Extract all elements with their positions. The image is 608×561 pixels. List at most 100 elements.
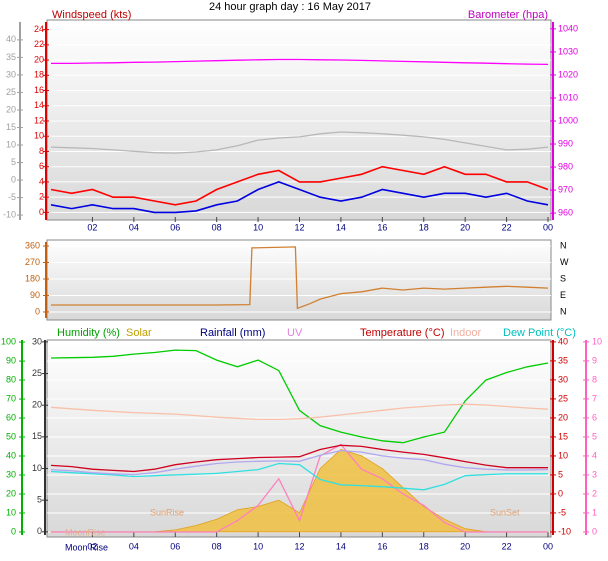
x-tick-label: 20	[460, 541, 470, 551]
annotation: SunRise	[150, 507, 184, 517]
y4-tick-label: 0	[592, 526, 597, 536]
y-tick-label: 14	[34, 100, 44, 110]
x-tick-label: 12	[294, 222, 304, 232]
y3-tick-label: 25	[32, 368, 42, 378]
x-tick-label: 22	[502, 222, 512, 232]
y3-axis-label: Rainfall (mm)	[200, 327, 265, 339]
y-tick-label: 30	[6, 469, 16, 479]
y-tick-label: 360	[25, 240, 40, 250]
y2-tick-label: 15	[558, 431, 568, 441]
x-tick-label: 16	[377, 541, 387, 551]
y3-tick-label: 5	[11, 157, 16, 167]
chart-title: 24 hour graph day : 16 May 2017	[209, 1, 371, 13]
y2-tick-label: 980	[558, 161, 573, 171]
y-tick-label: 90	[6, 355, 16, 365]
y-tick-label: 24	[34, 24, 44, 34]
line	[51, 246, 549, 310]
y-tick-label: 12	[34, 115, 44, 125]
annotation: Moon Rise	[65, 542, 108, 552]
legend-entry: Temperature (°C)	[360, 327, 444, 339]
y-tick-label: 60	[6, 412, 16, 422]
panel-weather	[46, 339, 552, 538]
y-tick-label: 10	[34, 131, 44, 141]
y2-tick-label: 35	[558, 355, 568, 365]
y2-tick-label: 0	[558, 488, 563, 498]
y2-tick-label: N	[560, 240, 567, 250]
y3-tick-label: 20	[6, 104, 16, 114]
y2-tick-label: 5	[558, 469, 563, 479]
legend-entry: Dew Point (°C)	[503, 327, 576, 339]
y-tick-label: 4	[39, 176, 44, 186]
y3-tick-label: 20	[32, 400, 42, 410]
y3-tick-label: 40	[6, 34, 16, 44]
x-tick-label: 14	[336, 222, 346, 232]
line	[50, 462, 548, 491]
line	[50, 449, 549, 476]
y2-tick-label: 20	[558, 412, 568, 422]
line	[50, 403, 549, 421]
y-tick-label: 20	[34, 54, 44, 64]
y2-tick-label: 1020	[558, 69, 578, 79]
y4-tick-label: 2	[592, 488, 597, 498]
y3-tick-label: 5	[37, 495, 42, 505]
y2-tick-label: -10	[558, 526, 571, 536]
y3-tick-label: -5	[8, 192, 16, 202]
x-tick-label: 18	[419, 222, 429, 232]
y-tick-label: 270	[25, 257, 40, 267]
y3-tick-label: 30	[6, 69, 16, 79]
x-tick-label: 04	[129, 541, 139, 551]
y2-tick-label: E	[560, 290, 566, 300]
y3-tick-label: 30	[32, 336, 42, 346]
y-tick-label: 22	[34, 39, 44, 49]
y2-tick-label: 30	[558, 374, 568, 384]
x-tick-label: 06	[170, 541, 180, 551]
legend-entry: UV	[287, 327, 303, 339]
y3-tick-label: 0	[11, 174, 16, 184]
y2-tick-label: 1030	[558, 46, 578, 56]
legend-entry: Indoor	[450, 327, 482, 339]
x-tick-label: 00	[543, 541, 553, 551]
y4-tick-label: 6	[592, 412, 597, 422]
y2-tick-label: 10	[558, 450, 568, 460]
y-tick-label: 8	[39, 146, 44, 156]
y-tick-label: 180	[25, 273, 40, 283]
y-tick-label: 80	[6, 374, 16, 384]
y4-tick-label: 8	[592, 374, 597, 384]
x-tick-label: 08	[212, 222, 222, 232]
y-tick-label: 90	[30, 290, 40, 300]
y4-tick-label: 3	[592, 469, 597, 479]
y3-tick-label: 25	[6, 87, 16, 97]
y2-tick-label: 990	[558, 138, 573, 148]
y-tick-label: 100	[1, 336, 16, 346]
y3-tick-label: 10	[32, 463, 42, 473]
y2-tick-label: 1000	[558, 115, 578, 125]
line	[50, 165, 549, 206]
y2-tick-label: 40	[558, 336, 568, 346]
x-tick-label: 16	[377, 222, 387, 232]
line	[50, 444, 548, 473]
legend-entry: Humidity (%)	[57, 327, 120, 339]
x-tick-label: 02	[87, 222, 97, 232]
annotation: MoonRise	[65, 527, 106, 537]
line	[50, 349, 549, 444]
y3-tick-label: 15	[6, 122, 16, 132]
y2-tick-label: N	[560, 306, 567, 316]
line	[51, 443, 548, 533]
line	[51, 58, 549, 66]
y3-tick-label: -10	[3, 209, 16, 219]
x-tick-label: 14	[336, 541, 346, 551]
y-tick-label: 10	[6, 507, 16, 517]
x-tick-label: 22	[502, 541, 512, 551]
y-axis-label: Windspeed (kts)	[52, 9, 131, 21]
y-tick-label: 2	[39, 192, 44, 202]
y2-tick-label: W	[560, 257, 569, 267]
y-tick-label: 20	[6, 488, 16, 498]
annotation: SunSet	[490, 507, 520, 517]
y3-tick-label: 10	[6, 139, 16, 149]
x-tick-label: 04	[129, 222, 139, 232]
x-tick-label: 06	[170, 222, 180, 232]
y3-tick-label: 35	[6, 52, 16, 62]
y3-tick-label: 15	[32, 431, 42, 441]
y2-tick-label: 970	[558, 184, 573, 194]
